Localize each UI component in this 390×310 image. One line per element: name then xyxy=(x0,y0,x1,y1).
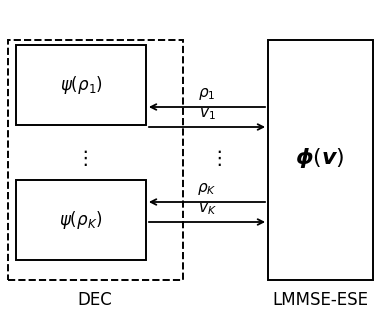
Text: $\rho_K$: $\rho_K$ xyxy=(197,181,217,197)
Text: LMMSE-ESE: LMMSE-ESE xyxy=(272,291,368,309)
Text: $\rho_1$: $\rho_1$ xyxy=(198,86,216,102)
Text: $v_1$: $v_1$ xyxy=(199,106,215,122)
Bar xyxy=(8,40,183,280)
Bar xyxy=(16,45,146,125)
Text: $\psi(\rho_K)$: $\psi(\rho_K)$ xyxy=(59,209,103,231)
Bar xyxy=(268,40,373,280)
Text: $\boldsymbol{\phi}(\boldsymbol{v})$: $\boldsymbol{\phi}(\boldsymbol{v})$ xyxy=(295,146,345,170)
Text: $\psi(\rho_1)$: $\psi(\rho_1)$ xyxy=(60,74,103,96)
Text: DEC: DEC xyxy=(78,291,112,309)
Text: $\vdots$: $\vdots$ xyxy=(74,148,87,168)
Text: $\vdots$: $\vdots$ xyxy=(209,148,222,168)
Bar xyxy=(16,180,146,260)
Text: $v_K$: $v_K$ xyxy=(198,201,216,217)
